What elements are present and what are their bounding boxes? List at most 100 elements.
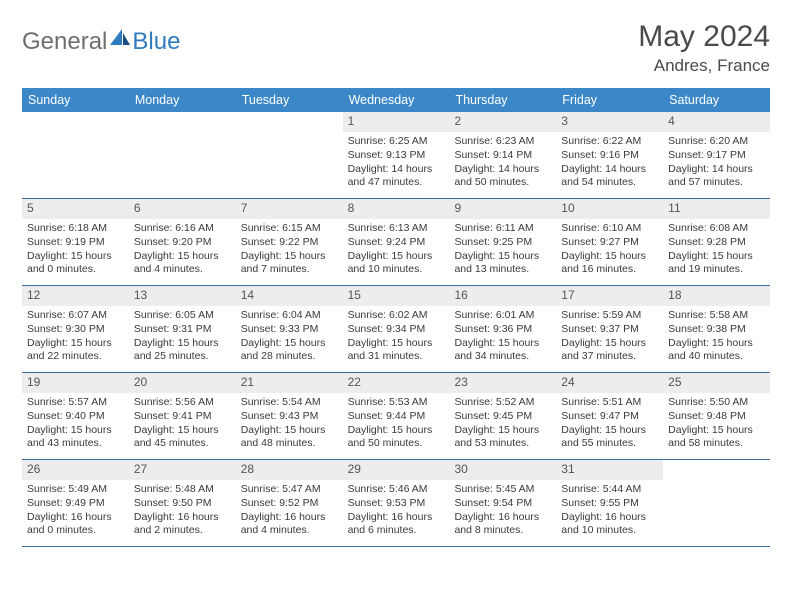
day-sunrise: Sunrise: 5:57 AM bbox=[27, 396, 124, 410]
day-sunrise: Sunrise: 6:07 AM bbox=[27, 309, 124, 323]
day-info: Sunrise: 6:13 AMSunset: 9:24 PMDaylight:… bbox=[343, 219, 450, 281]
day-sunset: Sunset: 9:41 PM bbox=[134, 410, 231, 424]
day-daylight1: Daylight: 15 hours bbox=[134, 250, 231, 264]
weeks-container: ...1Sunrise: 6:25 AMSunset: 9:13 PMDayli… bbox=[22, 112, 770, 547]
day-cell: 7Sunrise: 6:15 AMSunset: 9:22 PMDaylight… bbox=[236, 199, 343, 285]
day-daylight2: and 6 minutes. bbox=[348, 524, 445, 538]
day-daylight2: and 43 minutes. bbox=[27, 437, 124, 451]
day-cell: 23Sunrise: 5:52 AMSunset: 9:45 PMDayligh… bbox=[449, 373, 556, 459]
day-number: 1 bbox=[343, 112, 450, 132]
day-sunset: Sunset: 9:14 PM bbox=[454, 149, 551, 163]
day-sunset: Sunset: 9:27 PM bbox=[561, 236, 658, 250]
day-daylight1: Daylight: 16 hours bbox=[348, 511, 445, 525]
day-info: Sunrise: 6:15 AMSunset: 9:22 PMDaylight:… bbox=[236, 219, 343, 281]
title-block: May 2024 Andres, France bbox=[638, 20, 770, 76]
day-number: 5 bbox=[22, 199, 129, 219]
day-info: Sunrise: 6:18 AMSunset: 9:19 PMDaylight:… bbox=[22, 219, 129, 281]
day-info: Sunrise: 5:45 AMSunset: 9:54 PMDaylight:… bbox=[449, 480, 556, 542]
day-sunrise: Sunrise: 5:50 AM bbox=[668, 396, 765, 410]
day-sunrise: Sunrise: 5:48 AM bbox=[134, 483, 231, 497]
day-sunrise: Sunrise: 6:16 AM bbox=[134, 222, 231, 236]
weekday-header-row: Sunday Monday Tuesday Wednesday Thursday… bbox=[22, 88, 770, 112]
day-daylight2: and 47 minutes. bbox=[348, 176, 445, 190]
day-number: 19 bbox=[22, 373, 129, 393]
day-sunrise: Sunrise: 6:25 AM bbox=[348, 135, 445, 149]
week-row: 26Sunrise: 5:49 AMSunset: 9:49 PMDayligh… bbox=[22, 460, 770, 547]
calendar: Sunday Monday Tuesday Wednesday Thursday… bbox=[22, 88, 770, 547]
day-sunset: Sunset: 9:20 PM bbox=[134, 236, 231, 250]
day-info: Sunrise: 6:11 AMSunset: 9:25 PMDaylight:… bbox=[449, 219, 556, 281]
day-sunrise: Sunrise: 6:22 AM bbox=[561, 135, 658, 149]
logo-text-general: General bbox=[22, 28, 107, 56]
month-title: May 2024 bbox=[638, 20, 770, 54]
day-cell: 6Sunrise: 6:16 AMSunset: 9:20 PMDaylight… bbox=[129, 199, 236, 285]
day-cell: 30Sunrise: 5:45 AMSunset: 9:54 PMDayligh… bbox=[449, 460, 556, 546]
day-number: 20 bbox=[129, 373, 236, 393]
day-daylight2: and 16 minutes. bbox=[561, 263, 658, 277]
day-daylight1: Daylight: 15 hours bbox=[668, 250, 765, 264]
day-number: 7 bbox=[236, 199, 343, 219]
day-sunrise: Sunrise: 6:13 AM bbox=[348, 222, 445, 236]
day-cell: 17Sunrise: 5:59 AMSunset: 9:37 PMDayligh… bbox=[556, 286, 663, 372]
day-number: 30 bbox=[449, 460, 556, 480]
day-daylight1: Daylight: 15 hours bbox=[348, 250, 445, 264]
day-number: 31 bbox=[556, 460, 663, 480]
calendar-page: General Blue May 2024 Andres, France Sun… bbox=[0, 0, 792, 567]
day-daylight2: and 50 minutes. bbox=[348, 437, 445, 451]
day-sunset: Sunset: 9:28 PM bbox=[668, 236, 765, 250]
day-daylight2: and 55 minutes. bbox=[561, 437, 658, 451]
day-info: Sunrise: 5:56 AMSunset: 9:41 PMDaylight:… bbox=[129, 393, 236, 455]
day-cell: 12Sunrise: 6:07 AMSunset: 9:30 PMDayligh… bbox=[22, 286, 129, 372]
day-daylight1: Daylight: 15 hours bbox=[27, 337, 124, 351]
day-sunset: Sunset: 9:25 PM bbox=[454, 236, 551, 250]
day-cell: 29Sunrise: 5:46 AMSunset: 9:53 PMDayligh… bbox=[343, 460, 450, 546]
day-daylight2: and 57 minutes. bbox=[668, 176, 765, 190]
day-daylight2: and 40 minutes. bbox=[668, 350, 765, 364]
day-sunrise: Sunrise: 5:56 AM bbox=[134, 396, 231, 410]
day-daylight1: Daylight: 15 hours bbox=[134, 337, 231, 351]
day-info: Sunrise: 6:25 AMSunset: 9:13 PMDaylight:… bbox=[343, 132, 450, 194]
weekday-header: Tuesday bbox=[236, 88, 343, 112]
day-cell: 14Sunrise: 6:04 AMSunset: 9:33 PMDayligh… bbox=[236, 286, 343, 372]
week-row: 12Sunrise: 6:07 AMSunset: 9:30 PMDayligh… bbox=[22, 286, 770, 373]
day-sunset: Sunset: 9:53 PM bbox=[348, 497, 445, 511]
day-daylight2: and 22 minutes. bbox=[27, 350, 124, 364]
day-info: Sunrise: 5:49 AMSunset: 9:49 PMDaylight:… bbox=[22, 480, 129, 542]
day-daylight2: and 45 minutes. bbox=[134, 437, 231, 451]
day-sunrise: Sunrise: 5:45 AM bbox=[454, 483, 551, 497]
day-cell: 16Sunrise: 6:01 AMSunset: 9:36 PMDayligh… bbox=[449, 286, 556, 372]
day-info: Sunrise: 6:07 AMSunset: 9:30 PMDaylight:… bbox=[22, 306, 129, 368]
day-daylight1: Daylight: 16 hours bbox=[27, 511, 124, 525]
day-daylight2: and 53 minutes. bbox=[454, 437, 551, 451]
day-number: 29 bbox=[343, 460, 450, 480]
day-sunset: Sunset: 9:31 PM bbox=[134, 323, 231, 337]
day-daylight2: and 34 minutes. bbox=[454, 350, 551, 364]
day-daylight2: and 10 minutes. bbox=[561, 524, 658, 538]
day-sunset: Sunset: 9:47 PM bbox=[561, 410, 658, 424]
day-cell: 28Sunrise: 5:47 AMSunset: 9:52 PMDayligh… bbox=[236, 460, 343, 546]
day-info: Sunrise: 6:10 AMSunset: 9:27 PMDaylight:… bbox=[556, 219, 663, 281]
day-info: Sunrise: 6:22 AMSunset: 9:16 PMDaylight:… bbox=[556, 132, 663, 194]
day-cell: . bbox=[236, 112, 343, 198]
day-daylight1: Daylight: 15 hours bbox=[668, 424, 765, 438]
day-cell: 15Sunrise: 6:02 AMSunset: 9:34 PMDayligh… bbox=[343, 286, 450, 372]
day-sunrise: Sunrise: 5:49 AM bbox=[27, 483, 124, 497]
day-daylight1: Daylight: 15 hours bbox=[241, 337, 338, 351]
day-info: Sunrise: 6:20 AMSunset: 9:17 PMDaylight:… bbox=[663, 132, 770, 194]
day-info: Sunrise: 6:23 AMSunset: 9:14 PMDaylight:… bbox=[449, 132, 556, 194]
day-cell: 13Sunrise: 6:05 AMSunset: 9:31 PMDayligh… bbox=[129, 286, 236, 372]
weekday-header: Saturday bbox=[663, 88, 770, 112]
day-cell: 24Sunrise: 5:51 AMSunset: 9:47 PMDayligh… bbox=[556, 373, 663, 459]
logo: General Blue bbox=[22, 20, 180, 56]
day-cell: . bbox=[22, 112, 129, 198]
day-daylight1: Daylight: 16 hours bbox=[241, 511, 338, 525]
day-daylight2: and 10 minutes. bbox=[348, 263, 445, 277]
day-daylight1: Daylight: 16 hours bbox=[561, 511, 658, 525]
day-info: Sunrise: 5:46 AMSunset: 9:53 PMDaylight:… bbox=[343, 480, 450, 542]
day-daylight1: Daylight: 15 hours bbox=[241, 424, 338, 438]
day-sunrise: Sunrise: 5:52 AM bbox=[454, 396, 551, 410]
day-sunrise: Sunrise: 6:01 AM bbox=[454, 309, 551, 323]
day-daylight2: and 4 minutes. bbox=[241, 524, 338, 538]
day-info: Sunrise: 6:16 AMSunset: 9:20 PMDaylight:… bbox=[129, 219, 236, 281]
day-daylight1: Daylight: 15 hours bbox=[561, 250, 658, 264]
